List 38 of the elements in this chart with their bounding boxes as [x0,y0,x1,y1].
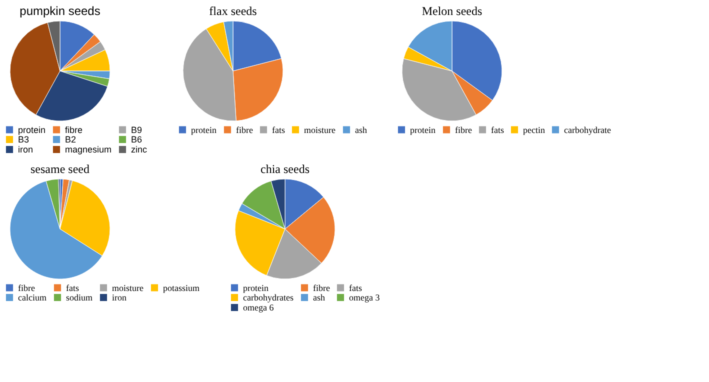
legend-label: fats [66,282,80,293]
legend-label: ash [313,292,326,302]
legend-label: fats [491,124,504,135]
chart-title: Melon seeds [422,4,482,18]
chart-title: sesame seed [30,162,90,176]
legend-label: B9 [131,124,142,135]
legend-label: fibre [455,124,472,135]
legend-label: protein [18,124,46,135]
legend-label: iron [112,292,127,302]
legend-label: B2 [65,134,76,144]
legend-label: fibre [65,124,83,135]
legend-label: fats [349,282,362,293]
legend-label: ash [355,124,368,135]
legend-label: fats [272,124,286,135]
legend-label: omega 6 [243,302,274,312]
legend-label: B3 [18,134,30,144]
legend-label: carbohydrates [243,292,294,302]
legend-label: pectin [523,124,546,135]
legend-label: carbohydrate [564,124,611,135]
legend-label: sodium [66,292,93,302]
legend-label: zinc [131,144,148,154]
legend-label: potassium [163,282,200,293]
chart-title: chia seeds [260,162,310,176]
chart-title: pumpkin seeds [20,4,100,18]
legend-label: protein [243,282,269,293]
legend-label: protein [191,124,217,135]
chart-title: flax seeds [209,4,258,18]
legend-label: calcium [18,292,46,302]
legend-label: protein [410,124,436,135]
legend-label: magnesium [65,144,112,154]
legend-label: omega 3 [349,292,380,302]
legend-label: fibre [313,282,330,293]
legend-label: moisture [304,124,336,135]
legend-label: iron [18,144,34,154]
legend-label: fibre [18,282,35,293]
legend-label: fibre [236,124,253,135]
legend-label: B6 [131,134,142,144]
legend-label: moisture [112,282,144,293]
